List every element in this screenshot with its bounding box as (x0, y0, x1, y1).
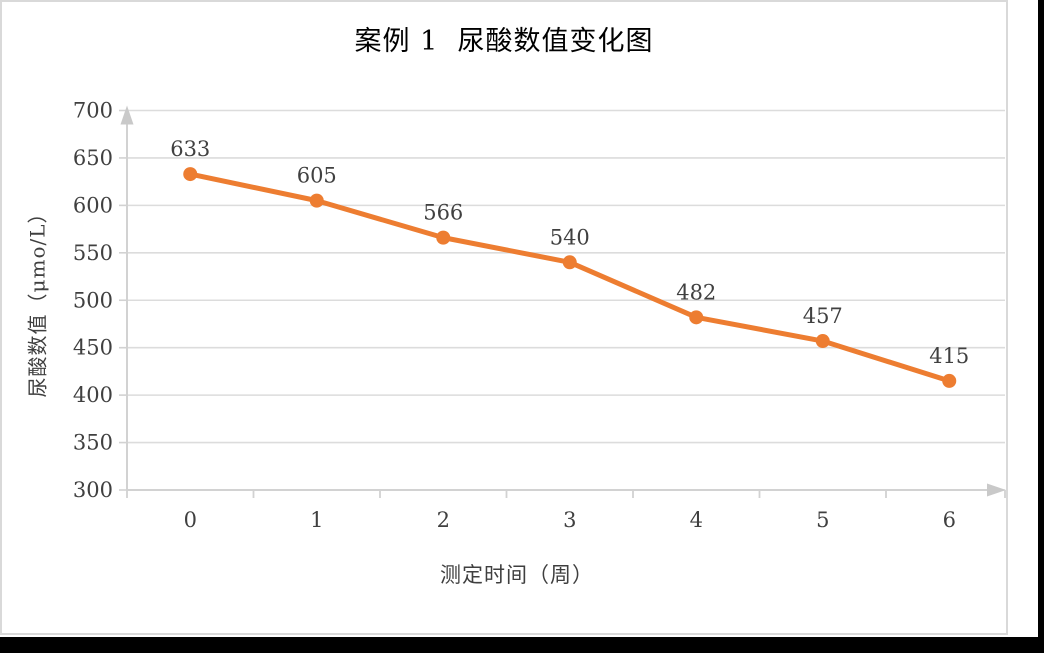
y-axis-title: 尿酸数值（μmo/L） (25, 202, 50, 398)
data-label: 457 (803, 304, 843, 328)
x-axis-arrow (987, 483, 1006, 497)
y-tick-label: 550 (73, 241, 113, 265)
data-point-marker (562, 255, 577, 270)
data-point-marker (183, 167, 198, 182)
x-tick-label: 6 (943, 508, 956, 532)
document-page: 700 650 600 550 500 450 400 350 300 0 1 2 3 4 5 6 633 605… (0, 0, 1038, 637)
y-tick-label: 350 (73, 431, 113, 455)
data-label: 540 (550, 225, 590, 249)
y-tick-label: 700 (73, 99, 113, 123)
y-tick-label: 400 (73, 383, 113, 407)
data-label: 566 (423, 201, 463, 225)
y-tick-label: 450 (73, 336, 113, 360)
y-tick-label: 650 (73, 146, 113, 170)
chart-frame-border (0, 0, 1008, 635)
data-label: 605 (297, 164, 337, 188)
data-point-marker (815, 334, 830, 349)
x-tick-label: 3 (563, 508, 576, 532)
data-label: 415 (929, 344, 969, 368)
y-axis-arrow (120, 105, 134, 125)
chart-title: 案例 1 尿酸数值变化图 (354, 26, 654, 57)
x-tick-label: 0 (184, 508, 197, 532)
x-tick-label: 2 (437, 508, 450, 532)
data-point-marker (689, 310, 704, 325)
x-axis-title: 测定时间（周） (440, 563, 594, 587)
y-tick-label: 500 (73, 288, 113, 312)
x-tick-label: 4 (690, 508, 703, 532)
data-point-marker (942, 373, 957, 388)
y-tick-label: 600 (73, 193, 113, 217)
x-tick-label: 5 (816, 508, 829, 532)
line-chart-plot: 700 650 600 550 500 450 400 350 300 0 1 2 3 4 5 6 633 605… (0, 0, 1008, 635)
x-tick-label: 1 (310, 508, 323, 532)
data-point-marker (436, 230, 451, 245)
data-label: 482 (676, 280, 716, 304)
y-tick-label: 300 (73, 478, 113, 502)
data-point-marker (309, 193, 324, 208)
data-label: 633 (170, 137, 210, 161)
